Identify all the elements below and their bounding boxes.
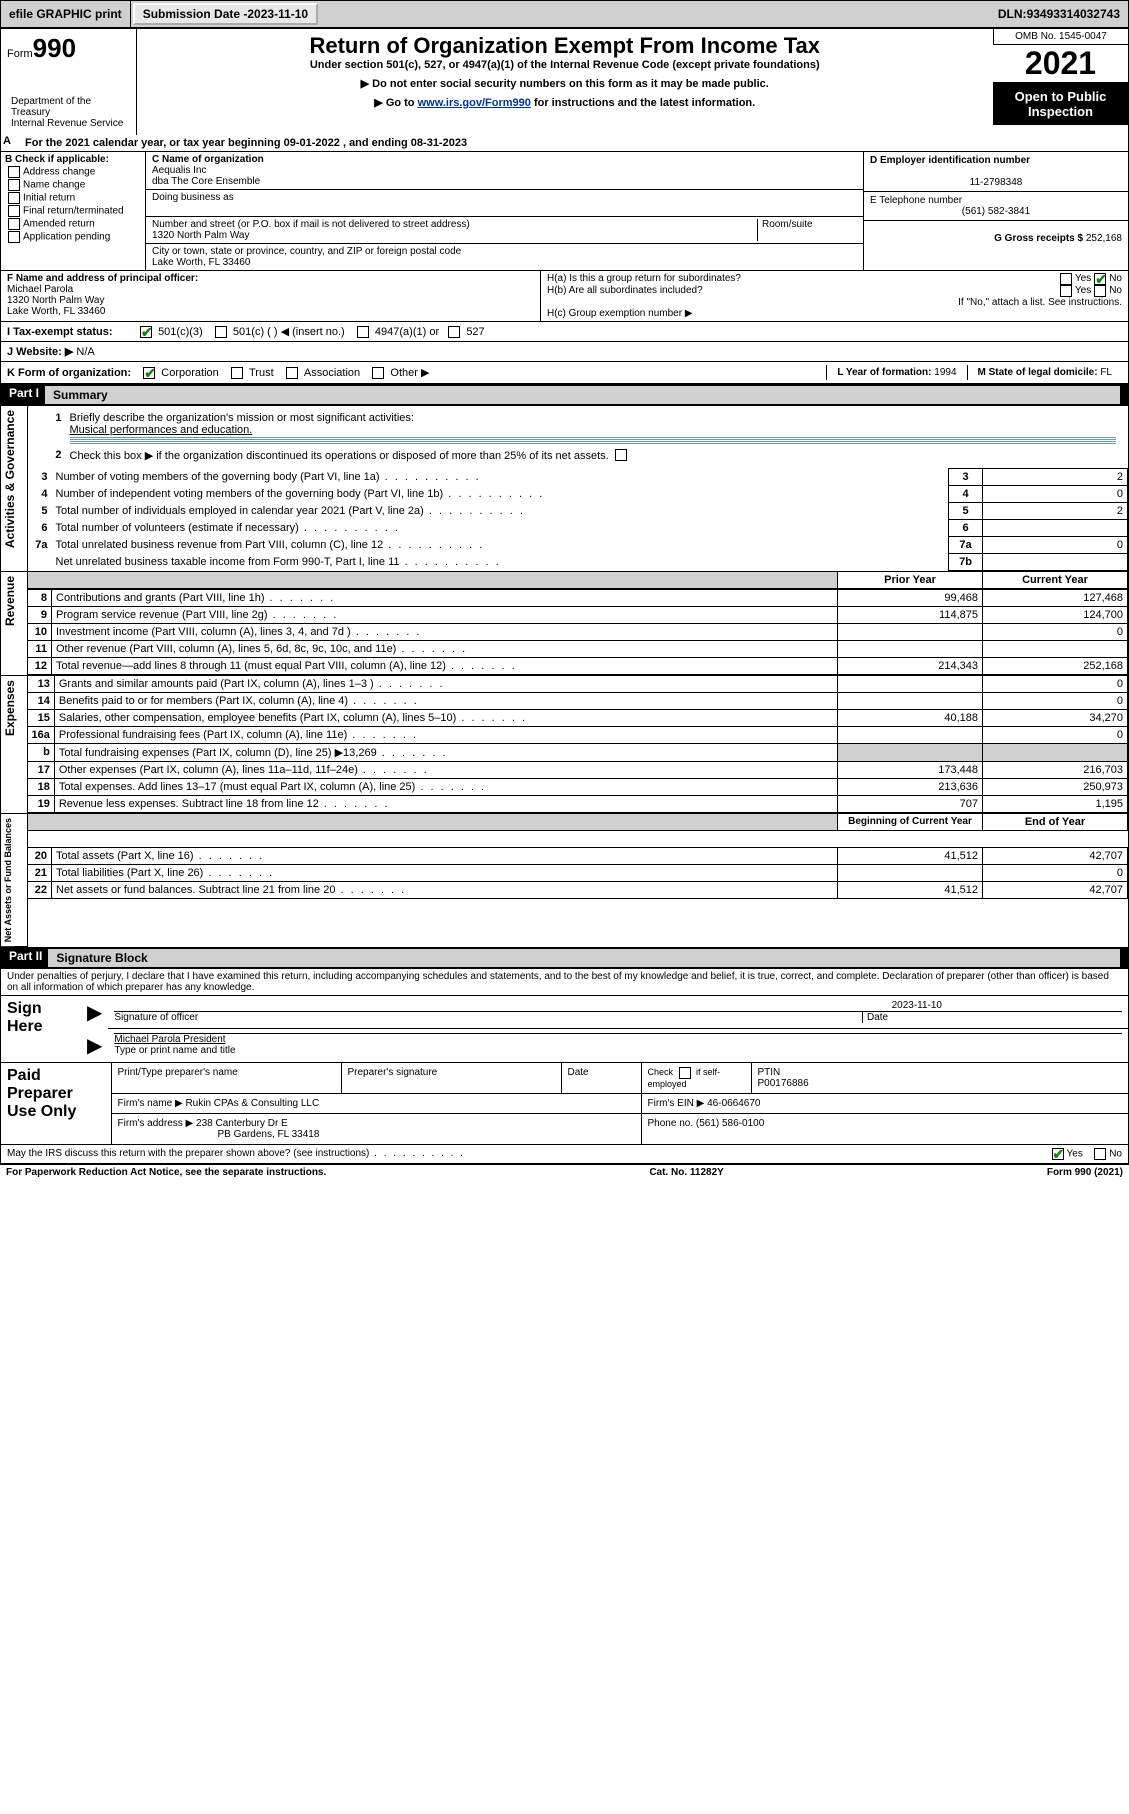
table-row: 6Total number of volunteers (estimate if…: [28, 520, 1128, 537]
vlabel-governance: Activities & Governance: [1, 406, 19, 552]
vlabel-expenses: Expenses: [1, 676, 19, 740]
instr-ssn: ▶ Do not enter social security numbers o…: [143, 77, 988, 90]
row-fh: F Name and address of principal officer:…: [1, 270, 1128, 321]
table-row: 17Other expenses (Part IX, column (A), l…: [28, 762, 1128, 779]
sign-here-label: Sign Here: [1, 995, 81, 1062]
paid-preparer-label: Paid Preparer Use Only: [1, 1062, 111, 1144]
table-row: 3Number of voting members of the governi…: [28, 469, 1128, 486]
table-row: 18Total expenses. Add lines 13–17 (must …: [28, 779, 1128, 796]
row-i: I Tax-exempt status: 501(c)(3) 501(c) ( …: [1, 321, 1128, 341]
box-b: B Check if applicable: Address change Na…: [1, 152, 146, 270]
org-city: Lake Worth, FL 33460: [152, 257, 250, 268]
discuss-yes-check: [1052, 1148, 1064, 1160]
form-title: Return of Organization Exempt From Incom…: [143, 33, 988, 59]
instr-link: ▶ Go to www.irs.gov/Form990 for instruct…: [143, 96, 988, 109]
table-row: bTotal fundraising expenses (Part IX, co…: [28, 744, 1128, 762]
table-row: 5Total number of individuals employed in…: [28, 503, 1128, 520]
form-990-link: Form 990 (2021): [1047, 1167, 1123, 1178]
501c3-check: [140, 326, 152, 338]
ptin: P00176886: [758, 1078, 809, 1089]
table-row: 22Net assets or fund balances. Subtract …: [28, 882, 1128, 899]
table-row: 11Other revenue (Part VIII, column (A), …: [28, 641, 1128, 658]
part1-header: Part I Summary: [1, 384, 1128, 406]
tax-year: 2021: [993, 44, 1128, 82]
mission: Musical performances and education.: [70, 424, 253, 436]
vlabel-revenue: Revenue: [1, 572, 19, 630]
open-public: Open to Public Inspection: [993, 82, 1128, 125]
footer: For Paperwork Reduction Act Notice, see …: [0, 1164, 1129, 1180]
table-row: 19Revenue less expenses. Subtract line 1…: [28, 796, 1128, 813]
table-row: 8Contributions and grants (Part VIII, li…: [28, 590, 1128, 607]
irs-link[interactable]: www.irs.gov/Form990: [418, 97, 531, 109]
box-c: C Name of organization Aequalis Inc dba …: [146, 152, 863, 270]
table-row: 14Benefits paid to or for members (Part …: [28, 693, 1128, 710]
table-row: 21Total liabilities (Part X, line 26)0: [28, 865, 1128, 882]
org-name: Aequalis Inc: [152, 165, 206, 176]
ein: 11-2798348: [870, 177, 1122, 188]
part2-header: Part II Signature Block: [1, 947, 1128, 969]
firm-name: Rukin CPAs & Consulting LLC: [185, 1098, 319, 1109]
table-row: 10Investment income (Part VIII, column (…: [28, 624, 1128, 641]
table-row: 9Program service revenue (Part VIII, lin…: [28, 607, 1128, 624]
perjury-text: Under penalties of perjury, I declare th…: [1, 969, 1128, 995]
row-klm: K Form of organization: Corporation Trus…: [1, 361, 1128, 384]
form-subtitle: Under section 501(c), 527, or 4947(a)(1)…: [143, 59, 988, 71]
top-bar: efile GRAPHIC print Submission Date - 20…: [0, 0, 1129, 28]
table-row: 13Grants and similar amounts paid (Part …: [28, 676, 1128, 693]
corp-check: [143, 367, 155, 379]
officer-name: Michael Parola President: [114, 1034, 225, 1045]
section-bcdeg: B Check if applicable: Address change Na…: [1, 152, 1128, 270]
box-h: H(a) Is this a group return for subordin…: [541, 271, 1128, 321]
phone: (561) 582-3841: [870, 206, 1122, 217]
discuss-row: May the IRS discuss this return with the…: [1, 1144, 1128, 1163]
org-dba: dba The Core Ensemble: [152, 176, 260, 187]
box-l: L Year of formation: 1994: [826, 365, 966, 380]
submission-btn[interactable]: Submission Date - 2023-11-10: [133, 3, 318, 25]
website: N/A: [76, 346, 94, 358]
table-row: 12Total revenue—add lines 8 through 11 (…: [28, 658, 1128, 675]
row-a-period: A For the 2021 calendar year, or tax yea…: [1, 135, 1128, 152]
preparer-phone: (561) 586-0100: [696, 1118, 764, 1129]
table-row: 20Total assets (Part X, line 16)41,51242…: [28, 848, 1128, 865]
firm-ein: 46-0664670: [707, 1098, 760, 1109]
form-header: Form990 Department of the Treasury Inter…: [1, 29, 1128, 135]
table-row: 15Salaries, other compensation, employee…: [28, 710, 1128, 727]
signature-block: Under penalties of perjury, I declare th…: [1, 969, 1128, 1163]
vlabel-net: Net Assets or Fund Balances: [1, 814, 15, 946]
dept-treasury: Department of the Treasury Internal Reve…: [7, 94, 130, 131]
table-row: 7aTotal unrelated business revenue from …: [28, 537, 1128, 554]
gross-receipts: 252,168: [1086, 233, 1122, 244]
dln: DLN: 93493314032743: [990, 1, 1128, 27]
table-row: Net unrelated business taxable income fr…: [28, 554, 1128, 571]
efile-label: efile GRAPHIC print: [1, 1, 131, 27]
box-m: M State of legal domicile: FL: [967, 365, 1122, 380]
omb-no: OMB No. 1545-0047: [993, 29, 1128, 44]
table-row: 16aProfessional fundraising fees (Part I…: [28, 727, 1128, 744]
box-deg: D Employer identification number 11-2798…: [863, 152, 1128, 270]
summary-table: Activities & Governance 1 Briefly descri…: [1, 406, 1128, 947]
table-row: 4Number of independent voting members of…: [28, 486, 1128, 503]
form-990: Form990 Department of the Treasury Inter…: [0, 28, 1129, 1164]
org-street: 1320 North Palm Way: [152, 230, 249, 241]
row-j: J Website: ▶ N/A: [1, 341, 1128, 361]
form-number: Form990: [7, 33, 130, 64]
h-a-no-check: [1094, 273, 1106, 285]
box-f: F Name and address of principal officer:…: [1, 271, 541, 321]
